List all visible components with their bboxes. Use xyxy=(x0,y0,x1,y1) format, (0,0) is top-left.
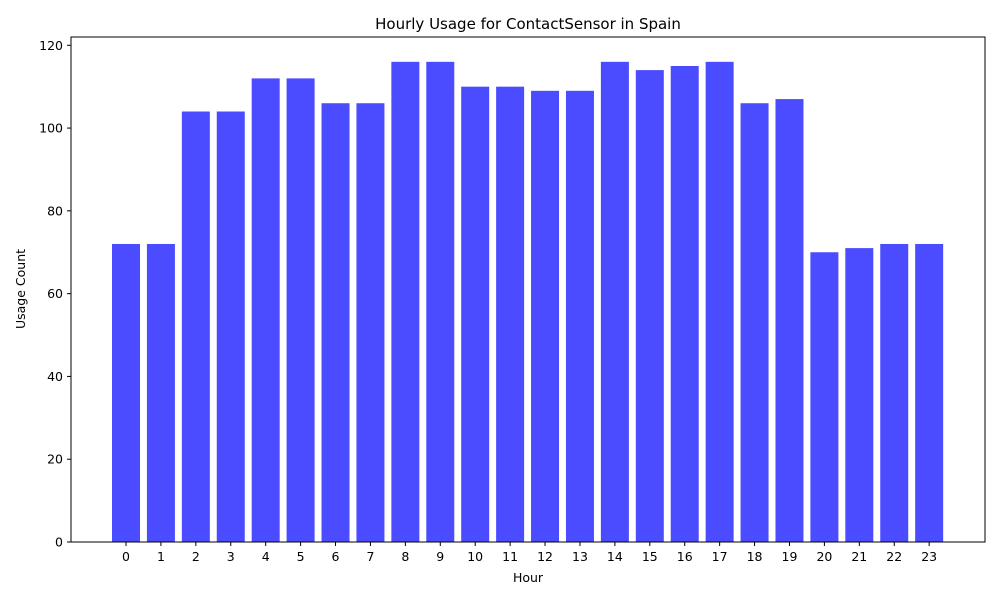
bar-hour-0 xyxy=(112,243,140,542)
x-tick-label: 23 xyxy=(921,549,937,564)
bar-hour-18 xyxy=(740,103,769,542)
x-tick-label: 3 xyxy=(227,549,235,564)
bar-hour-14 xyxy=(600,61,629,543)
bar-hour-21 xyxy=(845,248,874,543)
bar-hour-23 xyxy=(915,243,944,542)
bar-hour-17 xyxy=(705,61,734,543)
y-tick-label: 60 xyxy=(47,286,63,301)
x-tick-label: 1 xyxy=(157,549,165,564)
x-tick-label: 22 xyxy=(886,549,902,564)
bar-hour-19 xyxy=(775,99,804,542)
x-tick-label: 5 xyxy=(297,549,305,564)
x-tick-label: 20 xyxy=(816,549,832,564)
bar-hour-2 xyxy=(181,111,210,542)
x-tick-label: 15 xyxy=(642,549,658,564)
x-tick-label: 9 xyxy=(436,549,444,564)
bar-hour-20 xyxy=(810,252,839,542)
bar-hour-5 xyxy=(286,78,315,542)
plot-frame xyxy=(70,36,986,543)
x-tick-label: 19 xyxy=(782,549,798,564)
bar-hour-22 xyxy=(880,243,909,542)
y-tick-label: 20 xyxy=(47,452,63,467)
bar-hour-7 xyxy=(356,103,385,542)
x-tick-label: 0 xyxy=(122,549,130,564)
bar-hour-15 xyxy=(635,70,664,543)
bar-hour-16 xyxy=(670,65,699,542)
x-tick-label: 11 xyxy=(502,549,518,564)
x-tick-label: 2 xyxy=(192,549,200,564)
x-tick-label: 10 xyxy=(467,549,483,564)
y-tick-label: 100 xyxy=(39,121,63,136)
x-tick-label: 16 xyxy=(677,549,693,564)
x-axis-label: Hour xyxy=(513,570,544,585)
y-axis-ticks: 0 20 40 60 80 100 120 xyxy=(39,38,71,550)
y-tick-label: 120 xyxy=(39,38,63,53)
x-axis-ticks: 0 1 2 3 4 5 6 7 8 9 10 11 12 13 14 15 16 17 18 19 20 21 22 23 xyxy=(122,542,937,564)
bar-hour-8 xyxy=(391,61,420,543)
y-tick-label: 40 xyxy=(47,369,63,384)
x-tick-label: 13 xyxy=(572,549,588,564)
bar-hour-10 xyxy=(461,86,490,543)
bar-hour-11 xyxy=(496,86,525,543)
bar-hour-1 xyxy=(146,243,175,542)
bar-hour-3 xyxy=(216,111,245,542)
x-tick-label: 8 xyxy=(401,549,409,564)
x-tick-label: 6 xyxy=(332,549,340,564)
y-axis-label: Usage Count xyxy=(13,249,28,329)
bar-hour-4 xyxy=(251,78,280,542)
x-tick-label: 14 xyxy=(607,549,623,564)
y-tick-label: 80 xyxy=(47,203,63,218)
x-tick-label: 7 xyxy=(366,549,374,564)
bar-hour-13 xyxy=(565,90,594,542)
x-tick-label: 4 xyxy=(262,549,270,564)
x-tick-label: 18 xyxy=(747,549,763,564)
bar-hour-12 xyxy=(531,90,560,542)
chart-title: Hourly Usage for ContactSensor in Spain xyxy=(375,15,681,33)
x-tick-label: 17 xyxy=(712,549,728,564)
x-tick-label: 12 xyxy=(537,549,553,564)
bars-group xyxy=(112,61,944,543)
y-tick-label: 0 xyxy=(55,535,63,550)
x-tick-label: 21 xyxy=(851,549,867,564)
bar-hour-9 xyxy=(426,61,455,543)
bar-hour-6 xyxy=(321,103,350,542)
